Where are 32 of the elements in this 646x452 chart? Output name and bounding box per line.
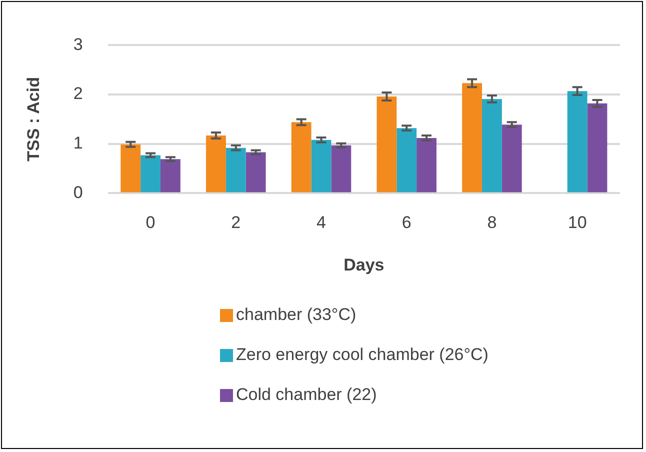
y-tick-label: 2 xyxy=(73,84,83,104)
bar xyxy=(416,138,436,192)
bar xyxy=(206,135,226,192)
y-tick-label: 0 xyxy=(73,182,83,202)
bar xyxy=(246,152,266,192)
legend-label: Cold chamber (22) xyxy=(236,385,377,405)
x-tick-label: 8 xyxy=(487,213,497,232)
x-tick-label: 0 xyxy=(146,213,156,232)
bar xyxy=(291,122,312,192)
x-tick-label: 4 xyxy=(316,213,326,232)
x-tick-label: 2 xyxy=(231,213,241,232)
y-tick-label: 3 xyxy=(73,34,83,54)
bar xyxy=(140,155,160,192)
bar xyxy=(331,145,352,192)
bar xyxy=(462,83,482,192)
bar xyxy=(587,103,608,192)
x-tick-label: 10 xyxy=(568,213,587,232)
legend-label: Zero energy cool chamber (26°C) xyxy=(236,345,488,365)
bar xyxy=(502,124,522,192)
x-axis-title: Days xyxy=(344,255,384,274)
bar xyxy=(120,144,141,192)
bar xyxy=(160,159,180,192)
bar xyxy=(567,91,588,192)
legend-label: chamber (33°C) xyxy=(236,305,356,325)
y-axis-title: TSS : Acid xyxy=(24,77,43,162)
bar xyxy=(226,148,246,192)
bar xyxy=(482,98,502,192)
bar xyxy=(376,96,397,192)
x-tick-label: 6 xyxy=(402,213,412,232)
bar xyxy=(396,128,417,192)
bar xyxy=(311,140,332,192)
y-tick-label: 1 xyxy=(73,134,83,153)
